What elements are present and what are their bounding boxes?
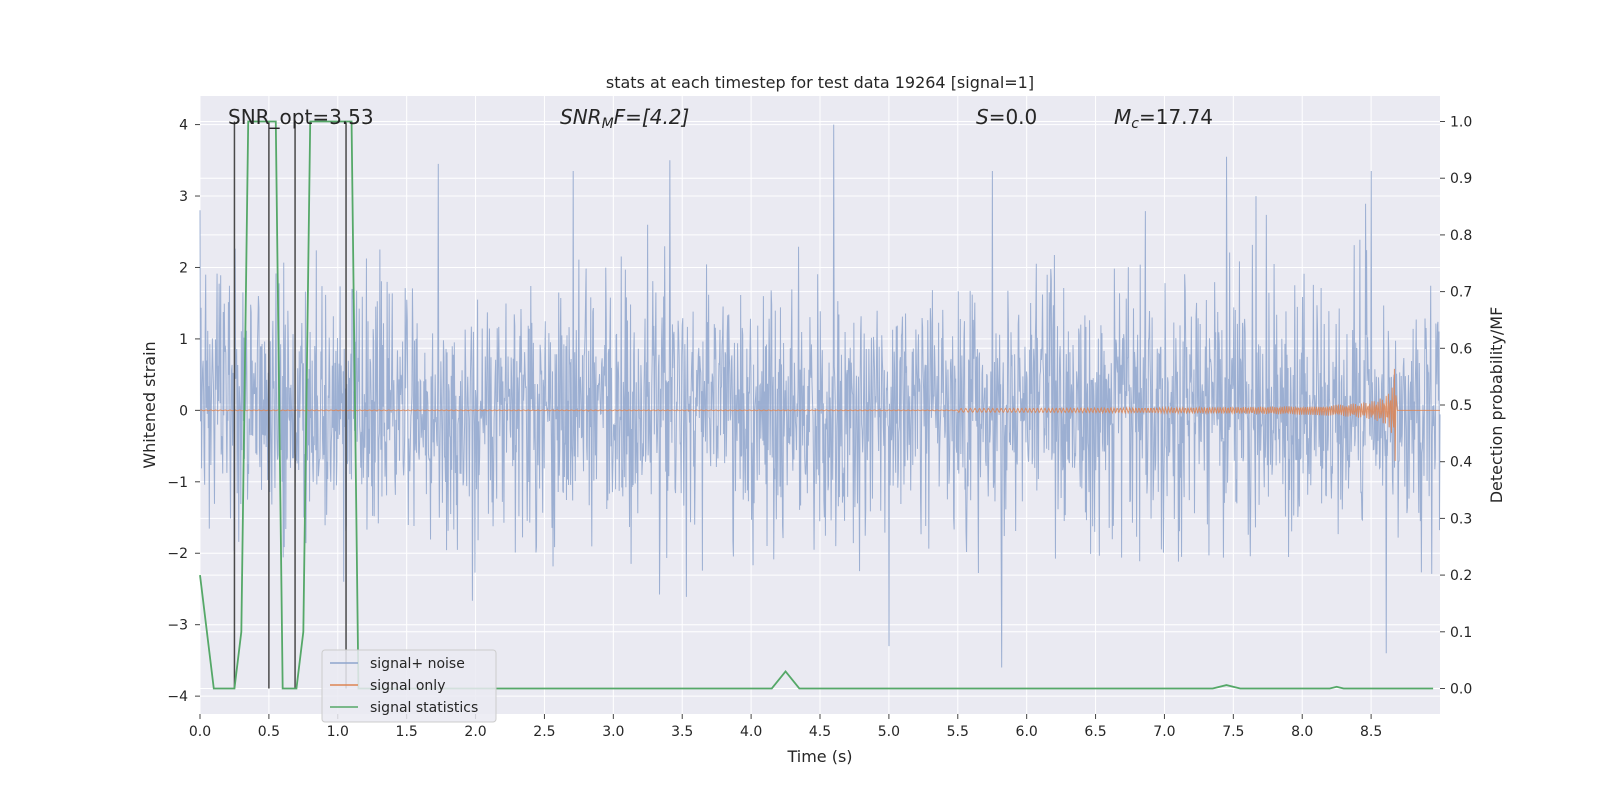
annotation-snr-opt: SNR_opt=3.53: [228, 105, 374, 129]
y-axis-label-right: Detection probability/MF: [1487, 307, 1506, 504]
x-tick-label: 5.0: [878, 724, 900, 740]
x-tick-label: 7.0: [1153, 724, 1175, 740]
y-ticks-right: 1.0 0.9 0.8 0.7 0.6 0.5 0.4 0.3 0.2 0.1 0.0: [1440, 115, 1472, 697]
x-tick-label: 5.5: [947, 724, 969, 740]
x-tick-label: 7.5: [1222, 724, 1244, 740]
x-tick-label: 3.0: [602, 724, 624, 740]
y-tick-label-right: 0.7: [1450, 285, 1472, 301]
x-ticks: 0.0 0.5 1.0 1.5 2.0 2.5 3.0 3.5 4.0 4.5 5.0 5.5 6.0 6…: [189, 714, 1382, 740]
y-tick-label-left: 1: [179, 332, 188, 348]
x-tick-label: 4.0: [740, 724, 762, 740]
x-tick-label: 8.5: [1360, 724, 1382, 740]
legend-label-stats: signal statistics: [370, 700, 478, 716]
legend-label-noise: signal+ noise: [370, 656, 465, 672]
y-tick-label-right: 0.0: [1450, 681, 1472, 697]
y-tick-label-right: 0.2: [1450, 568, 1472, 584]
x-tick-label: 2.0: [464, 724, 486, 740]
legend: signal+ noise signal only signal statist…: [321, 649, 497, 723]
legend-label-signal: signal only: [370, 678, 445, 694]
x-axis-label: Time (s): [786, 747, 852, 766]
annotation-s: S=0.0: [976, 105, 1037, 129]
x-tick-label: 0.0: [189, 724, 211, 740]
y-tick-label-left: −1: [167, 475, 188, 491]
y-ticks-left: 4 3 2 1 0 −1 −2 −3 −4: [167, 118, 200, 705]
x-tick-label: 8.0: [1291, 724, 1313, 740]
y-tick-label-left: 4: [179, 118, 188, 134]
x-tick-label: 1.5: [396, 724, 418, 740]
y-tick-label-left: 3: [179, 189, 188, 205]
x-tick-label: 3.5: [671, 724, 693, 740]
y-tick-label-left: −2: [167, 546, 188, 562]
y-tick-label-left: −4: [167, 689, 188, 705]
y-tick-label-right: 0.9: [1450, 171, 1472, 187]
annotation-snr-mf: SNRMF=[4.2]: [560, 105, 689, 132]
x-tick-label: 2.5: [533, 724, 555, 740]
x-tick-label: 6.5: [1084, 724, 1106, 740]
y-tick-label-right: 0.4: [1450, 455, 1472, 471]
signal-statistics-line: [199, 120, 1434, 690]
y-tick-label-right: 0.6: [1450, 341, 1472, 357]
y-tick-label-right: 0.3: [1450, 511, 1472, 527]
annotations: SNR_opt=3.53 SNRMF=[4.2] S=0.0 Mc=17.74: [228, 105, 1213, 132]
y-tick-label-right: 0.1: [1450, 625, 1472, 641]
plot-area: [199, 120, 1441, 690]
x-tick-label: 1.0: [327, 724, 349, 740]
y-tick-label-left: 0: [179, 403, 188, 419]
y-tick-label-right: 0.8: [1450, 228, 1472, 244]
y-tick-label-right: 1.0: [1450, 115, 1472, 131]
x-tick-label: 0.5: [258, 724, 280, 740]
x-tick-label: 4.5: [809, 724, 831, 740]
y-axis-label-left: Whitened strain: [140, 341, 159, 468]
y-tick-label-left: −3: [167, 618, 188, 634]
legend-box: [321, 649, 497, 723]
y-tick-label-right: 0.5: [1450, 398, 1472, 414]
x-tick-label: 6.0: [1016, 724, 1038, 740]
signal-noise-line: [199, 124, 1441, 668]
annotation-mc: Mc=17.74: [1114, 105, 1213, 132]
signal-only-line: [199, 368, 1440, 461]
chart-title: stats at each timestep for test data 192…: [606, 73, 1034, 92]
y-tick-label-left: 2: [179, 260, 188, 276]
